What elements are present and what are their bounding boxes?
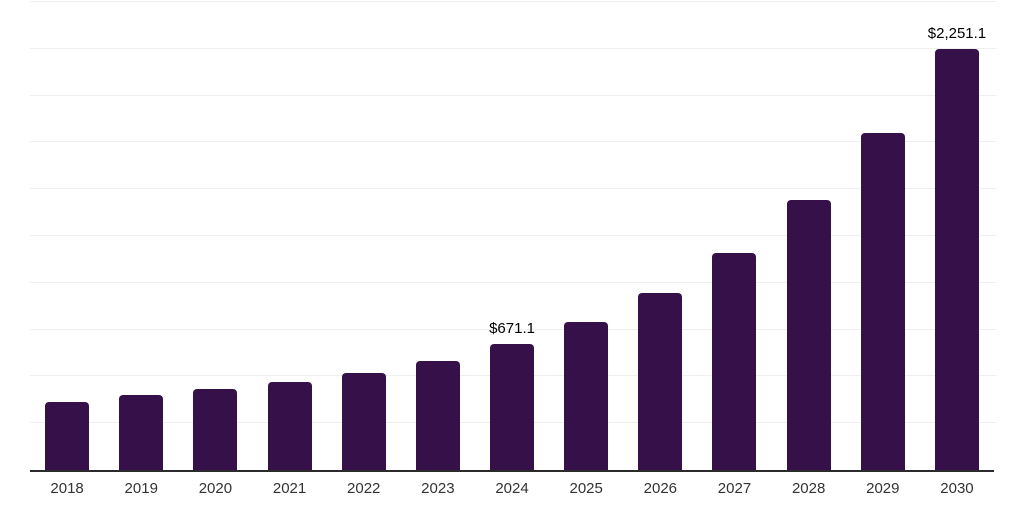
bar-group-2024: $671.1 bbox=[475, 2, 549, 470]
bar-value-label-2030: $2,251.1 bbox=[927, 24, 987, 42]
gridline-750 bbox=[30, 328, 996, 330]
bar-group-2018 bbox=[30, 2, 104, 470]
x-tick-label-2023: 2023 bbox=[421, 480, 455, 497]
x-tick-label-2028: 2028 bbox=[791, 480, 826, 497]
x-tick-label-2021: 2021 bbox=[272, 480, 307, 497]
bar-2018 bbox=[45, 401, 90, 470]
bar-group-2026 bbox=[623, 2, 697, 470]
gridline-2000 bbox=[30, 94, 996, 96]
x-tick-label-2022: 2022 bbox=[347, 480, 381, 497]
bar-2023 bbox=[415, 360, 460, 470]
x-tick-label-2027: 2027 bbox=[717, 480, 752, 497]
bar-group-2019 bbox=[104, 2, 178, 470]
gridline-1500 bbox=[30, 188, 996, 190]
bar-group-2028 bbox=[772, 2, 846, 470]
x-tick-label-2029: 2029 bbox=[866, 480, 900, 497]
gridline-1250 bbox=[30, 235, 996, 236]
x-tick-label-2018: 2018 bbox=[50, 480, 84, 497]
bar-value-label-2024: $671.1 bbox=[489, 320, 535, 338]
bar-group-2030: $2,251.1 bbox=[920, 2, 994, 470]
x-axis-line bbox=[30, 470, 994, 472]
bar-group-2020 bbox=[178, 2, 252, 470]
bar-2022 bbox=[341, 372, 386, 470]
bar-2027 bbox=[712, 252, 757, 470]
bar-group-2023 bbox=[401, 2, 475, 470]
bar-group-2021 bbox=[252, 2, 326, 470]
gridline-1000 bbox=[30, 281, 996, 283]
gridline-1750 bbox=[30, 141, 996, 143]
bar-2026 bbox=[638, 292, 683, 470]
gridline-2500 bbox=[30, 1, 996, 2]
bar-2021 bbox=[267, 381, 312, 470]
bar-2030 bbox=[934, 48, 979, 470]
plot-area: $671.1 $2,251.1 bbox=[30, 1, 996, 472]
x-tick-label-2030: 2030 bbox=[940, 480, 974, 497]
x-tick-label-2026: 2026 bbox=[643, 480, 678, 497]
bars-layer: $671.1 $2,251.1 bbox=[30, 2, 994, 470]
x-tick-label-2025: 2025 bbox=[569, 480, 603, 497]
bar-2024 bbox=[490, 344, 535, 470]
bar-group-2027 bbox=[697, 2, 771, 470]
bar-2028 bbox=[786, 199, 831, 470]
bar-2020 bbox=[193, 388, 238, 470]
x-tick-label-2019: 2019 bbox=[124, 480, 158, 497]
x-tick-label-2024: 2024 bbox=[495, 480, 529, 497]
bar-group-2025 bbox=[549, 2, 623, 470]
x-axis-tick-labels: 2018 2019 2020 2021 2022 2023 2024 2025 2026 2027… bbox=[30, 480, 994, 497]
gridline-2250 bbox=[30, 47, 996, 49]
bar-2029 bbox=[860, 133, 905, 470]
bar-group-2029 bbox=[846, 2, 920, 470]
bar-2019 bbox=[119, 394, 164, 470]
x-tick-label-2020: 2020 bbox=[198, 480, 233, 497]
bar-2025 bbox=[564, 321, 609, 470]
bar-group-2022 bbox=[327, 2, 401, 470]
